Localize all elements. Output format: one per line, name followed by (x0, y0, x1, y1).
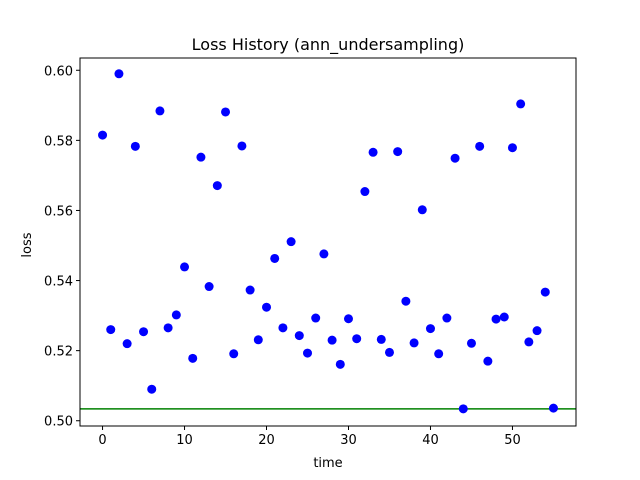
scatter-point (442, 313, 452, 323)
y-axis: 0.50 0.52 0.54 0.56 0.58 0.60 (44, 64, 80, 430)
y-tick-label: 0.58 (44, 134, 73, 149)
scatter-point (540, 287, 550, 297)
scatter-point (294, 331, 304, 341)
scatter-point (163, 323, 173, 333)
y-tick-label: 0.60 (44, 64, 73, 79)
scatter-point (475, 141, 485, 151)
scatter-point (130, 141, 140, 151)
x-tick-label: 10 (176, 433, 193, 448)
scatter-point (106, 325, 116, 335)
axes-frame (79, 57, 577, 427)
x-axis-label: time (313, 456, 342, 471)
scatter-point (122, 339, 132, 349)
scatter-point (212, 181, 222, 191)
scatter-point (253, 335, 263, 345)
x-tick-label: 40 (422, 433, 439, 448)
plot-area (79, 57, 577, 427)
x-tick-label: 30 (340, 433, 357, 448)
scatter-point (524, 337, 534, 347)
scatter-point (401, 296, 411, 306)
chart-title: Loss History (ann_undersampling) (192, 35, 465, 55)
x-axis: 0 10 20 30 40 50 (98, 426, 521, 448)
scatter-point (139, 327, 149, 337)
scatter-point (393, 147, 403, 157)
scatter-point (450, 153, 460, 163)
scatter-point (376, 334, 386, 344)
y-tick-label: 0.50 (44, 415, 73, 430)
scatter-point (188, 353, 198, 363)
scatter-point (278, 323, 288, 333)
scatter-point (196, 152, 206, 162)
scatter-point (286, 237, 296, 247)
scatter-point (499, 312, 509, 322)
scatter-point (434, 349, 444, 359)
scatter-point (262, 302, 272, 312)
scatter-point (204, 282, 214, 292)
scatter-point (417, 205, 427, 215)
scatter-point (516, 99, 526, 109)
scatter-point (335, 359, 345, 369)
scatter-point (425, 324, 435, 334)
scatter-point (532, 326, 542, 336)
scatter-point (548, 403, 558, 413)
scatter-point (352, 334, 362, 344)
x-tick-label: 0 (98, 433, 106, 448)
scatter-point (491, 314, 501, 324)
scatter-point (270, 253, 280, 263)
scatter-point (466, 338, 476, 348)
scatter-point (384, 347, 394, 357)
y-tick-label: 0.56 (44, 204, 73, 219)
x-tick-label: 50 (504, 433, 521, 448)
scatter-point (507, 143, 517, 153)
scatter-point (245, 285, 255, 295)
scatter-point (458, 404, 468, 414)
scatter-point (114, 69, 124, 79)
y-axis-label: loss (20, 232, 35, 257)
y-tick-label: 0.54 (44, 275, 73, 290)
scatter-point (155, 106, 165, 116)
scatter-point (221, 107, 231, 117)
scatter-point (343, 314, 353, 324)
scatter-point (311, 313, 321, 323)
y-tick-label: 0.52 (44, 345, 73, 360)
scatter-point (237, 141, 247, 151)
scatter-point (229, 349, 239, 359)
scatter-point (319, 249, 329, 259)
scatter-point (147, 384, 157, 394)
scatter-point (171, 310, 181, 320)
scatter-point (98, 130, 108, 140)
scatter-point (483, 356, 493, 366)
scatter-point (368, 147, 378, 157)
scatter-point (360, 187, 370, 197)
scatter-point (327, 335, 337, 345)
scatter-point (303, 348, 313, 358)
scatter-point (409, 338, 419, 348)
x-tick-label: 20 (258, 433, 275, 448)
scatter-point (180, 262, 190, 272)
